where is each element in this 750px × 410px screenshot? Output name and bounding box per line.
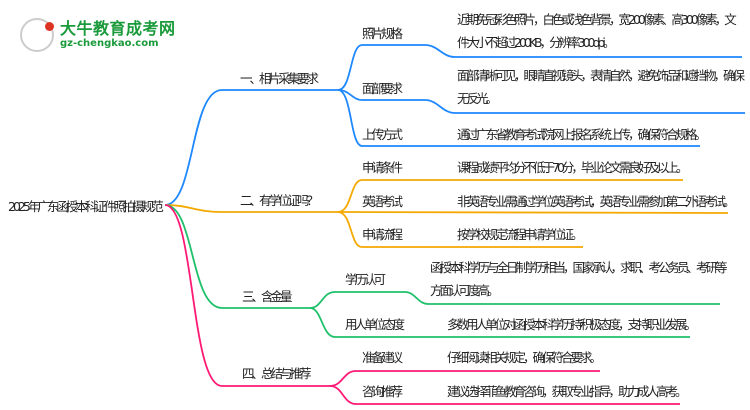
branch-photo-requirements: 一、相片采集要求: [240, 71, 319, 86]
detail-apply-process: 按学校规定流程申请学位证。: [457, 227, 584, 242]
root-topic: 2025年广东函授本科证件照拍摄规范: [8, 199, 164, 214]
leaf-english-exam: 英语考试: [362, 194, 403, 209]
leaf-photo-spec: 照片规格: [362, 26, 403, 41]
connector-root-branch3: [164, 204, 310, 309]
logo-url: gz-chengkao.com: [60, 38, 159, 49]
logo-mark: [20, 18, 54, 52]
detail-recognition: 函授本科学历与全日制学历相当，国家承认，求职、考公务员、考研等方面认可度高。: [430, 260, 728, 298]
detail-apply-conditions: 课程成绩平均分不低于70分，毕业论文需良好及以上。: [457, 160, 688, 175]
detail-preparation: 仔细阅读相关规定，确保符合要求。: [447, 350, 602, 365]
connector-branch2-leaf3: [337, 211, 583, 248]
connector-root-branch1: [164, 89, 338, 206]
detail-consulting: 建议选择菲鱼教育咨询，获取专业指导，助力成人高考。: [447, 384, 688, 399]
leaf-consulting: 咨询推荐: [362, 384, 403, 399]
leaf-preparation: 准备建议: [362, 350, 403, 365]
branch-value: 三、含金量: [242, 289, 292, 304]
leaf-apply-conditions: 申请条件: [362, 160, 403, 175]
detail-face-requirements: 面部清晰可见，眼睛直视镜头，表情自然，避免饰品和遮挡物，确保无反光。: [457, 68, 745, 106]
leaf-apply-process: 申请流程: [362, 227, 403, 242]
connector-branch4-leaf1: [329, 370, 600, 387]
branch-summary: 四、总结与推荐: [242, 366, 311, 381]
leaf-upload-method: 上传方式: [362, 127, 403, 142]
leaf-employer-attitude: 用人单位态度: [345, 317, 405, 332]
connector-branch3-leaf1: [309, 291, 720, 309]
connector-branch1-leaf1: [337, 44, 742, 91]
connector-branch1-leaf3: [337, 89, 700, 147]
detail-english-exam: 非英语专业需通过学位英语考试，英语专业需参加第二外语考试。: [457, 194, 736, 209]
connector-branch2-leaf1: [337, 179, 683, 213]
logo: 大牛教育成考网 gz-chengkao.com: [20, 18, 176, 52]
branch-degree: 二、有学位证吗？: [240, 193, 319, 208]
detail-photo-spec: 近期免冠彩色照片，白色或浅色背景，宽200像素、高300像素，文件大小不超过20…: [457, 12, 737, 50]
connector-branch3-leaf2: [309, 307, 690, 338]
connector-branch4-leaf2: [329, 385, 680, 405]
leaf-face-requirements: 面部要求: [362, 81, 403, 96]
detail-upload-method: 通过广东省教育考试院网上报名系统上传，确保符合规格。: [457, 127, 707, 142]
connector-branch2-leaf2: [337, 211, 729, 214]
connector-branch1-leaf2: [337, 89, 745, 114]
connector-root-branch2: [164, 204, 338, 213]
connector-root-branch4: [164, 204, 330, 387]
logo-name: 大牛教育成考网: [60, 19, 176, 38]
detail-employer-attitude: 多数用人单位对函授本科学历持积极态度，支持职业发展。: [447, 317, 697, 332]
leaf-recognition: 学历认可: [345, 272, 386, 287]
